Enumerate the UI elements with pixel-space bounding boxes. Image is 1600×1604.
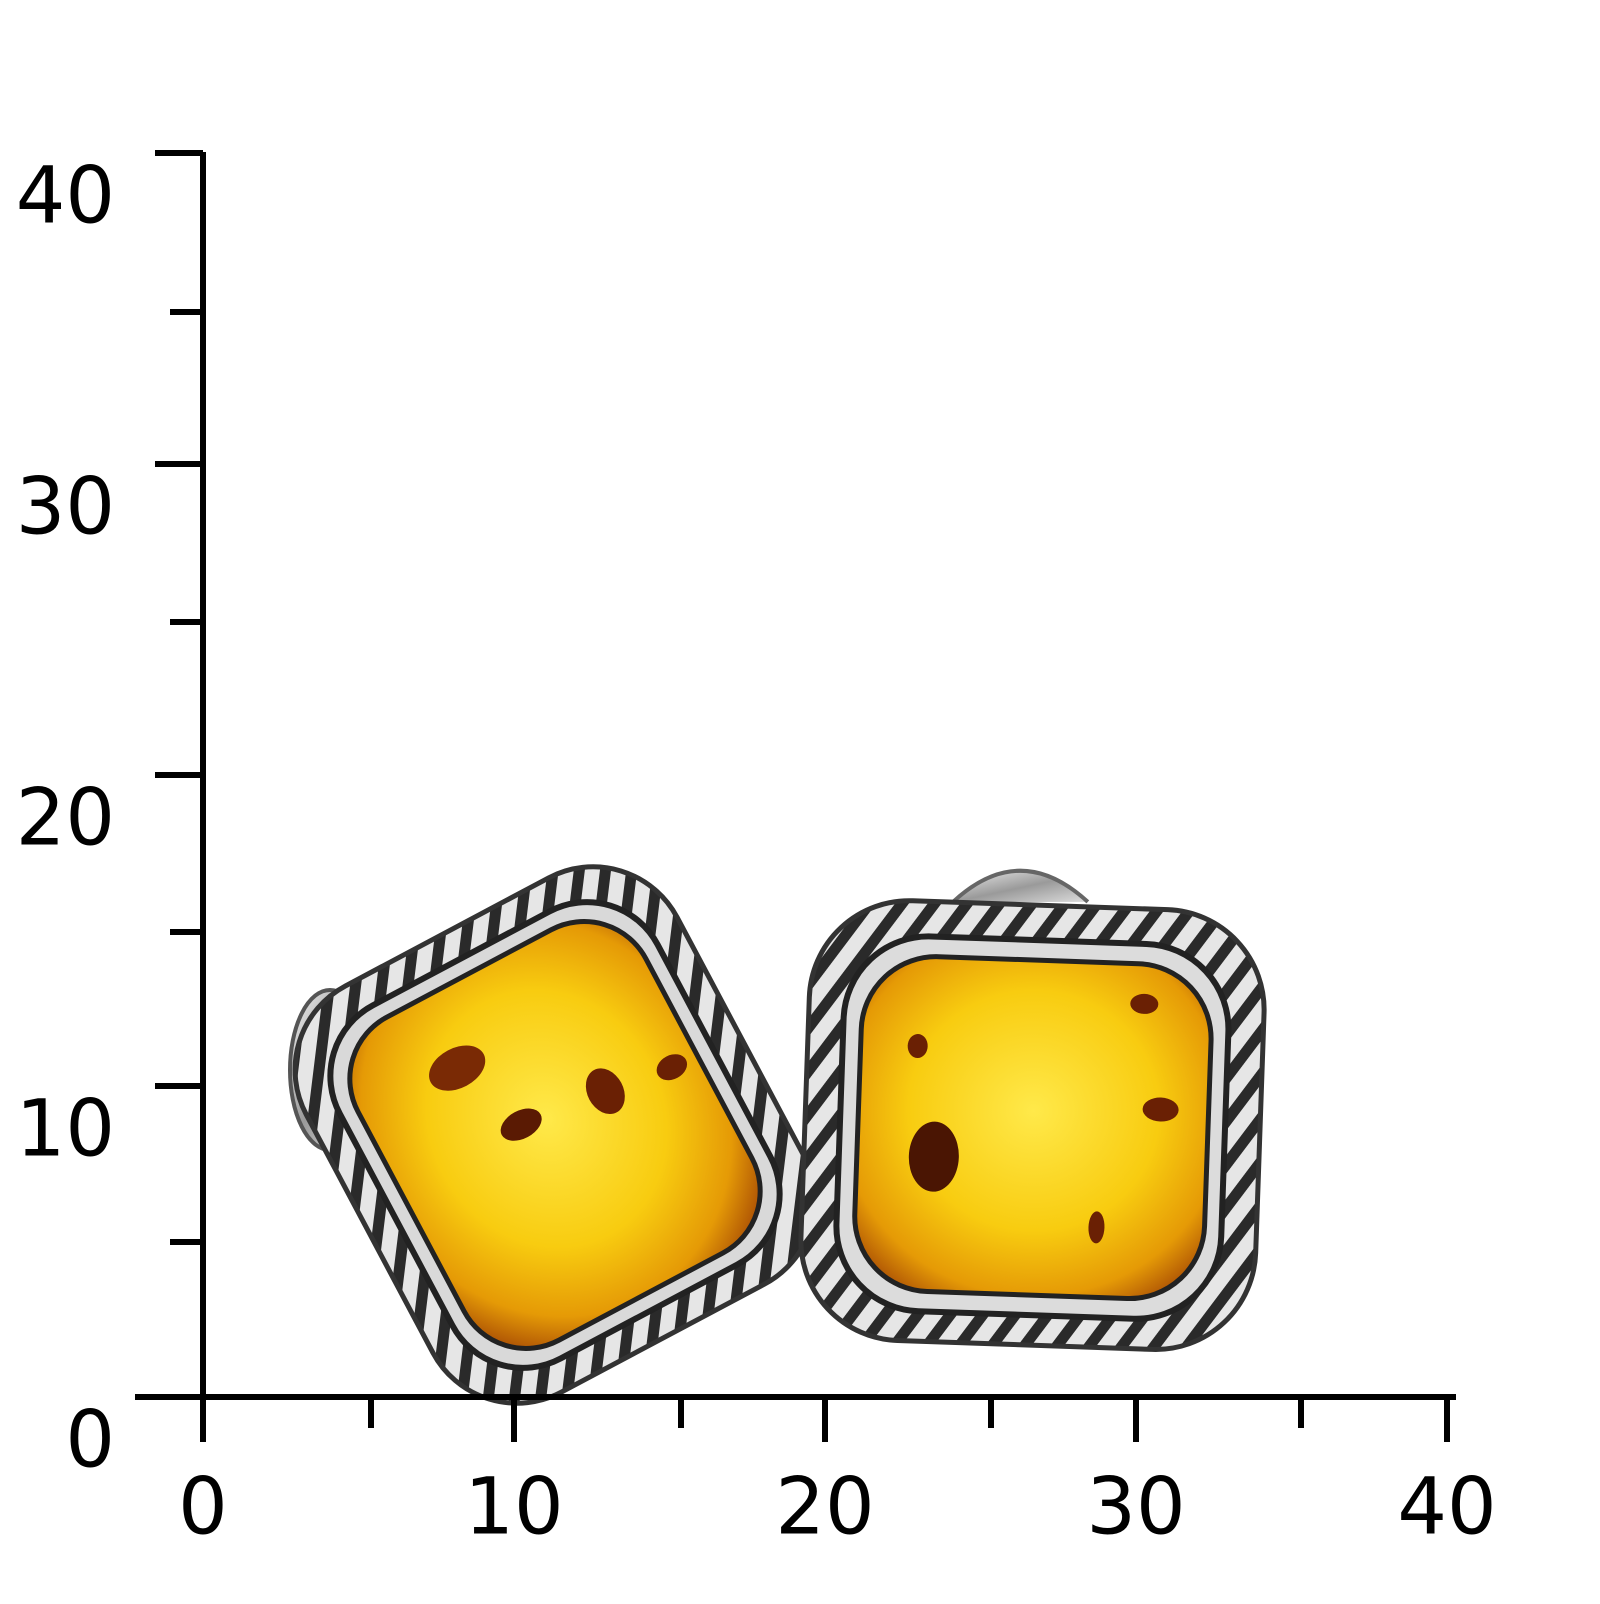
y-tick-label: 40 [16, 151, 115, 241]
x-tick-label: 0 [178, 1462, 228, 1552]
y-tick-label: 10 [16, 1084, 115, 1174]
y-tick-label: 0 [65, 1395, 115, 1485]
x-tick-label: 40 [1397, 1462, 1496, 1552]
right-earring [798, 868, 1267, 1352]
x-tick-label: 10 [464, 1462, 563, 1552]
scale [135, 152, 1456, 1432]
y-tick-label: 20 [16, 773, 115, 863]
left-earring [288, 864, 818, 1406]
y-tick-label: 30 [16, 462, 115, 552]
x-tick-label: 20 [775, 1462, 874, 1552]
x-tick-label: 30 [1086, 1462, 1185, 1552]
